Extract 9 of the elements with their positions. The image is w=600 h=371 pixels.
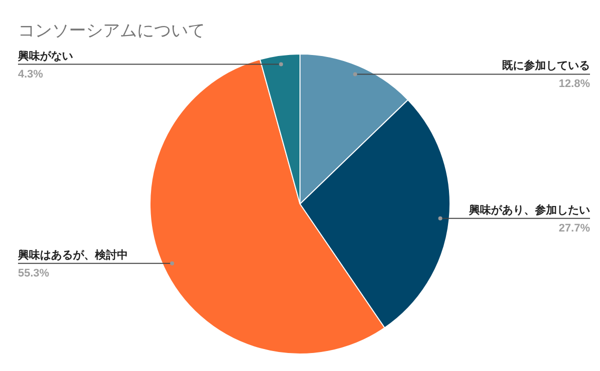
data-label: 27.7%: [558, 222, 590, 234]
slice-label: 既に参加している: [502, 59, 590, 72]
data-label: 12.8%: [558, 78, 590, 90]
slice-label: 興味がない: [17, 49, 73, 62]
data-label: 4.3%: [18, 68, 44, 80]
slice-label: 興味はあるが、検討中: [17, 248, 128, 262]
chart-title: コンソーシアムについて: [18, 21, 205, 40]
slice-label: 興味があり、参加したい: [468, 203, 590, 216]
data-label: 55.3%: [18, 267, 50, 280]
